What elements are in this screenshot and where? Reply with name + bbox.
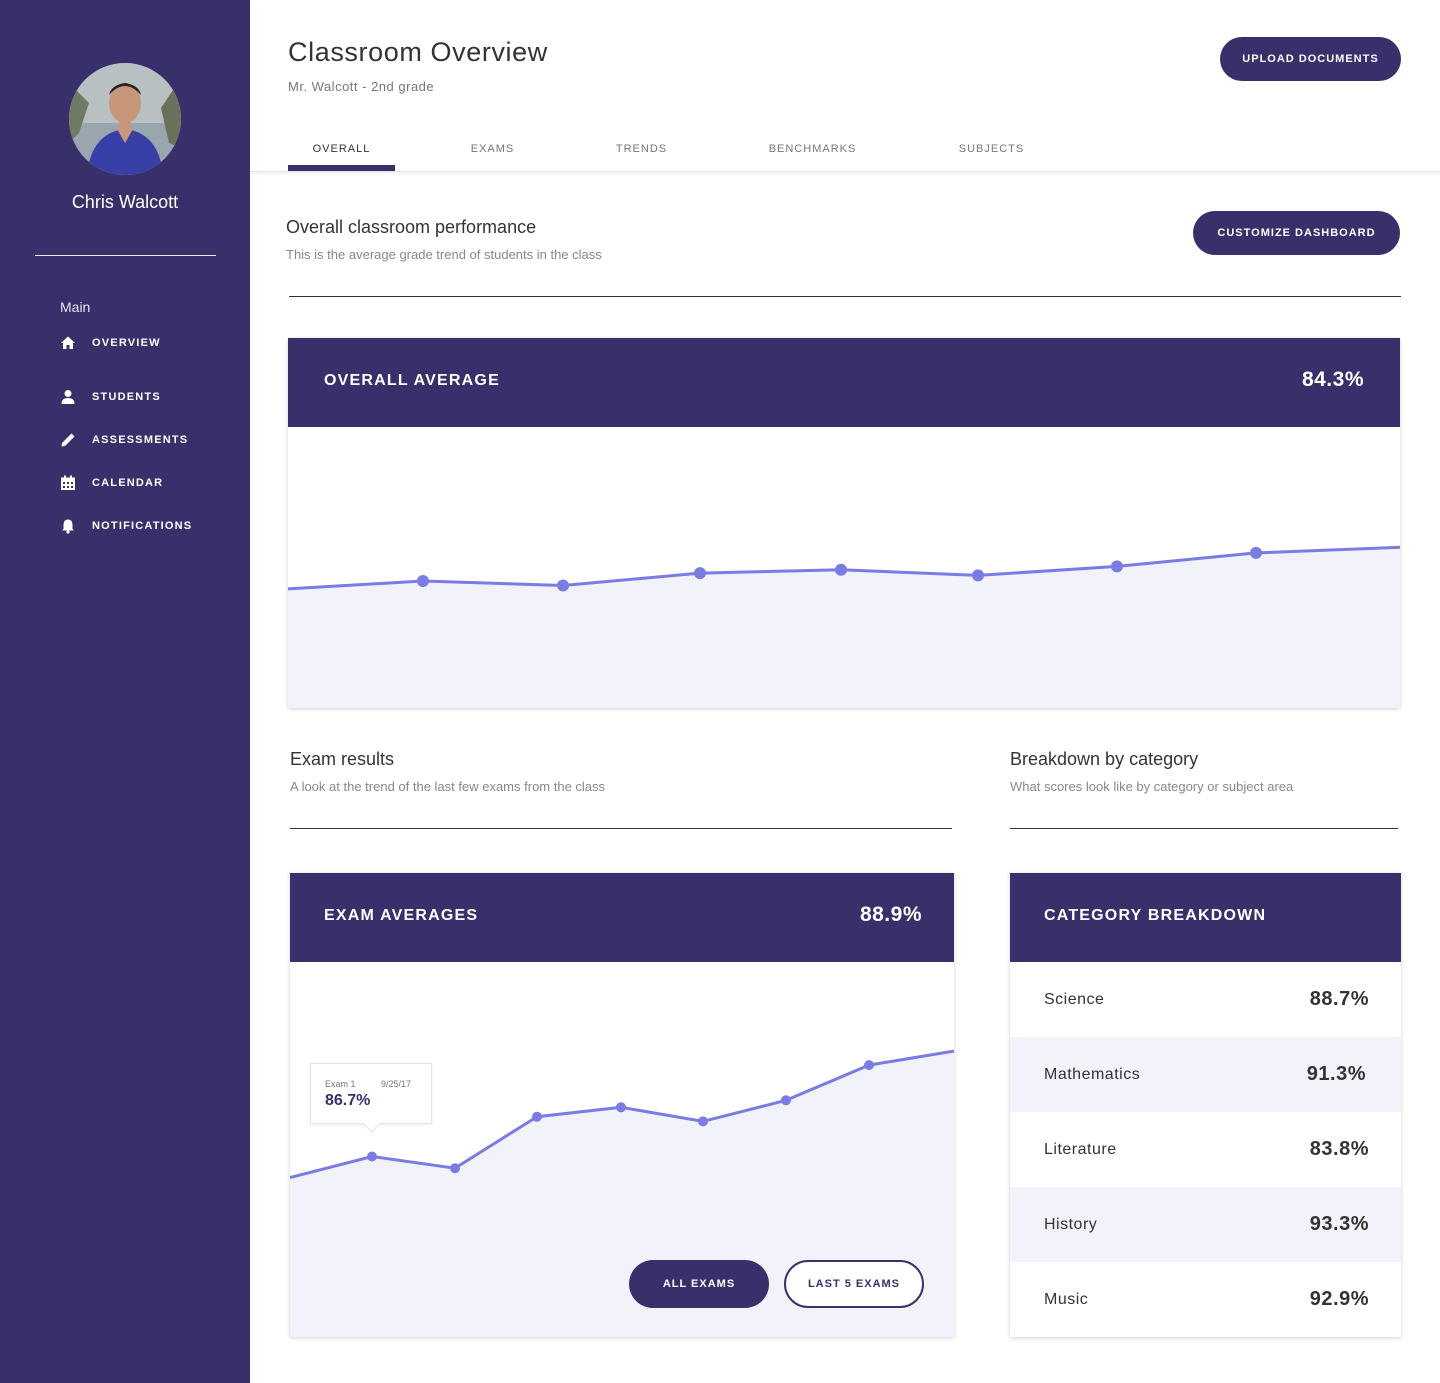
- data-point[interactable]: [557, 579, 569, 592]
- sidebar-item-assessments[interactable]: ASSESSMENTS: [60, 418, 240, 461]
- data-point[interactable]: [450, 1163, 460, 1174]
- tab-overall[interactable]: OVERALL: [288, 143, 395, 171]
- card-value: 84.3%: [1301, 368, 1364, 391]
- data-point[interactable]: [698, 1116, 708, 1127]
- user-icon: [60, 389, 76, 405]
- chart-area: [290, 1051, 954, 1337]
- data-point[interactable]: [1111, 560, 1123, 573]
- bell-icon: [60, 518, 76, 534]
- card-title: CATEGORY BREAKDOWN: [1044, 907, 1267, 924]
- category-name: Mathematics: [1044, 1066, 1141, 1083]
- category-breakdown-card: CATEGORY BREAKDOWN Science 88.7% Mathema…: [1010, 873, 1401, 1337]
- tooltip-date: 9/25/17: [381, 1079, 412, 1089]
- section-divider: [1010, 828, 1398, 829]
- sidebar-item-students[interactable]: STUDENTS: [60, 375, 240, 418]
- card-header: OVERALL AVERAGE 84.3%: [288, 338, 1400, 427]
- exam-results-title: Exam results: [290, 749, 395, 769]
- category-value: 83.8%: [1309, 1138, 1369, 1160]
- data-point[interactable]: [972, 569, 984, 582]
- tab-benchmarks[interactable]: BENCHMARKS: [768, 143, 857, 155]
- upload-documents-button[interactable]: UPLOAD DOCUMENTS: [1220, 37, 1401, 81]
- category-value: 91.3%: [1306, 1063, 1366, 1085]
- data-point[interactable]: [864, 1060, 874, 1071]
- category-row-history: History 93.3%: [1010, 1187, 1401, 1262]
- section-divider: [290, 828, 952, 829]
- sidebar: Chris Walcott Main OVERVIEW STUDENTS ASS…: [0, 0, 250, 1383]
- performance-title: Overall classroom performance: [286, 217, 537, 237]
- avatar[interactable]: [69, 63, 181, 175]
- all-exams-button[interactable]: ALL EXAMS: [629, 1260, 769, 1308]
- card-value: 88.9%: [859, 903, 922, 926]
- data-point[interactable]: [1250, 546, 1262, 559]
- tab-trends[interactable]: TRENDS: [615, 143, 668, 155]
- data-point[interactable]: [367, 1151, 377, 1162]
- card-title: EXAM AVERAGES: [324, 907, 479, 924]
- category-row-music: Music 92.9%: [1010, 1262, 1401, 1337]
- sidebar-item-label: CALENDAR: [92, 476, 164, 489]
- tooltip-value: 86.7%: [325, 1092, 371, 1109]
- avatar-photo: [69, 63, 181, 175]
- sidebar-divider: [35, 255, 216, 256]
- last-5-exams-button[interactable]: LAST 5 EXAMS: [784, 1260, 924, 1308]
- breakdown-subtitle: What scores look like by category or sub…: [1010, 779, 1294, 794]
- customize-dashboard-button[interactable]: CUSTOMIZE DASHBOARD: [1193, 211, 1400, 255]
- category-value: 88.7%: [1309, 988, 1369, 1010]
- tab-exams[interactable]: EXAMS: [470, 143, 515, 155]
- sidebar-nav: OVERVIEW STUDENTS ASSESSMENTS: [60, 332, 240, 547]
- exam-averages-chart: [290, 1049, 954, 1337]
- calendar-icon: [60, 475, 76, 491]
- sidebar-item-label: ASSESSMENTS: [92, 433, 189, 446]
- sidebar-item-calendar[interactable]: CALENDAR: [60, 461, 240, 504]
- sidebar-item-label: STUDENTS: [92, 390, 161, 403]
- page-subtitle: Mr. Walcott - 2nd grade: [288, 79, 435, 94]
- card-title: OVERALL AVERAGE: [324, 372, 500, 389]
- data-point[interactable]: [417, 575, 429, 587]
- overall-average-chart: [288, 545, 1400, 708]
- card-header: EXAM AVERAGES 88.9%: [290, 873, 954, 962]
- sidebar-item-label: OVERVIEW: [92, 337, 161, 349]
- user-name: Chris Walcott: [71, 192, 179, 212]
- sidebar-item-notifications[interactable]: NOTIFICATIONS: [60, 504, 240, 547]
- category-name: Literature: [1044, 1141, 1117, 1158]
- breakdown-title: Breakdown by category: [1010, 749, 1199, 769]
- category-value: 93.3%: [1309, 1213, 1369, 1235]
- data-point[interactable]: [532, 1111, 542, 1122]
- category-value: 92.9%: [1309, 1288, 1369, 1310]
- sidebar-section-label: Main: [60, 299, 91, 315]
- data-point[interactable]: [835, 563, 847, 576]
- category-row-literature: Literature 83.8%: [1010, 1112, 1401, 1187]
- category-name: Music: [1044, 1291, 1089, 1308]
- exam-results-subtitle: A look at the trend of the last few exam…: [290, 779, 606, 794]
- home-icon: [60, 335, 76, 351]
- tab-subjects[interactable]: SUBJECTS: [958, 143, 1025, 155]
- data-point[interactable]: [616, 1102, 626, 1113]
- tooltip-label: Exam 1: [325, 1079, 356, 1089]
- sidebar-item-label: NOTIFICATIONS: [92, 519, 193, 532]
- category-name: Science: [1044, 991, 1105, 1008]
- category-name: History: [1044, 1216, 1098, 1233]
- pencil-icon: [60, 432, 76, 448]
- category-row-science: Science 88.7%: [1010, 962, 1401, 1037]
- section-divider: [289, 296, 1401, 297]
- page-header: Classroom Overview Mr. Walcott - 2nd gra…: [250, 0, 1440, 172]
- category-row-mathematics: Mathematics 91.3%: [1010, 1037, 1401, 1112]
- data-point[interactable]: [694, 567, 706, 580]
- card-header: CATEGORY BREAKDOWN: [1010, 873, 1401, 962]
- overall-average-card: OVERALL AVERAGE 84.3%: [288, 338, 1400, 708]
- chart-tooltip: Exam 1 9/25/17 86.7%: [310, 1063, 432, 1124]
- sidebar-item-overview[interactable]: OVERVIEW: [60, 332, 240, 354]
- page-title: Classroom Overview: [288, 37, 548, 67]
- performance-subtitle: This is the average grade trend of stude…: [286, 247, 602, 262]
- data-point[interactable]: [781, 1095, 791, 1106]
